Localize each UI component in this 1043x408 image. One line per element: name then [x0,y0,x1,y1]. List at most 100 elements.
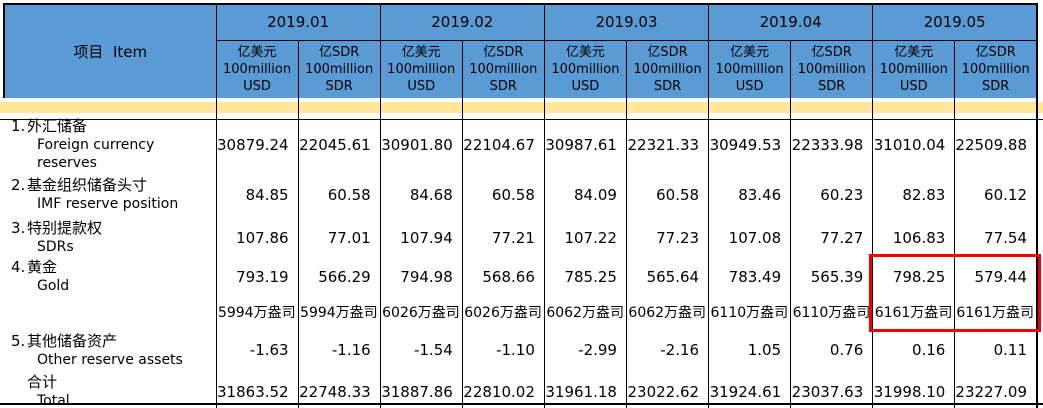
unit-header-sdr: 亿SDR100millionSDR [791,40,873,98]
table-row: 5.其他储备资产Other reserve assets-1.63-1.16-1… [4,328,1037,372]
value-cell: 22333.98 [791,117,873,172]
month-header-2019-05: 2019.05 [873,4,1037,40]
separator-band-cell [544,98,626,117]
gold-ounces-cell: 6062万盎司 [626,295,708,328]
value-cell: 31887.86 [380,372,462,408]
separator-band-cell [791,98,873,117]
value-cell: 22045.61 [298,117,380,172]
value-cell: 60.12 [955,172,1037,217]
unit-header-sdr: 亿SDR100millionSDR [298,40,380,98]
item-label-cell: 合计Total [4,372,216,408]
value-cell: 30949.53 [709,117,791,172]
value-cell: -1.63 [216,328,298,372]
value-cell: 77.27 [791,217,873,258]
value-cell: 60.58 [462,172,544,217]
value-cell: 23037.63 [791,372,873,408]
separator-band-cell [709,98,791,117]
gold-ounces-cell: 6110万盎司 [709,295,791,328]
value-cell: 568.66 [462,258,544,295]
item-label-cell: 2.基金组织储备头寸IMF reserve position [4,172,216,217]
table-row: 4.黄金Gold793.19566.29794.98568.66785.2556… [4,258,1037,295]
separator-band-cell [462,98,544,117]
value-cell: 22321.33 [626,117,708,172]
unit-header-usd: 亿美元100millionUSD [544,40,626,98]
value-cell: 565.64 [626,258,708,295]
value-cell: 0.16 [873,328,955,372]
separator-band-cell [873,98,955,117]
value-cell: 31924.61 [709,372,791,408]
unit-header-sdr: 亿SDR100millionSDR [462,40,544,98]
value-cell: 22810.02 [462,372,544,408]
value-cell: 84.85 [216,172,298,217]
value-cell: 31010.04 [873,117,955,172]
item-label-cell: 1.外汇储备Foreign currency reserves [4,117,216,172]
value-cell: 107.08 [709,217,791,258]
gold-ounces-cell: 6161万盎司 [955,295,1037,328]
value-cell: 30901.80 [380,117,462,172]
month-header-2019-04: 2019.04 [709,4,873,40]
value-cell: 1.05 [709,328,791,372]
separator-band-cell [626,98,708,117]
value-cell: 84.68 [380,172,462,217]
table-row: 3.特别提款权SDRs107.8677.01107.9477.21107.227… [4,217,1037,258]
value-cell: 23227.09 [955,372,1037,408]
table-row: 合计Total31863.5222748.3331887.8622810.023… [4,372,1037,408]
value-cell: 0.76 [791,328,873,372]
month-header-row: 项目 Item 2019.01 2019.02 2019.03 2019.04 … [4,4,1037,40]
value-cell: 566.29 [298,258,380,295]
item-label-cell: 4.黄金Gold [4,258,216,295]
value-cell: 794.98 [380,258,462,295]
separator-band-cell [4,98,216,117]
value-cell: 77.01 [298,217,380,258]
gold-ounces-cell: 5994万盎司 [216,295,298,328]
gold-ounces-cell: 6110万盎司 [791,295,873,328]
value-cell: 579.44 [955,258,1037,295]
month-header-2019-03: 2019.03 [544,4,708,40]
value-cell: 107.94 [380,217,462,258]
value-cell: -1.16 [298,328,380,372]
unit-header-usd: 亿美元100millionUSD [709,40,791,98]
value-cell: 82.83 [873,172,955,217]
value-cell: 23022.62 [626,372,708,408]
value-cell: 60.58 [298,172,380,217]
value-cell: 798.25 [873,258,955,295]
separator-band-cell [955,98,1037,117]
table-row: 2.基金组织储备头寸IMF reserve position84.8560.58… [4,172,1037,217]
gold-ounces-cell: 6161万盎司 [873,295,955,328]
unit-header-sdr: 亿SDR100millionSDR [626,40,708,98]
item-label-cell [4,295,216,328]
gold-ounces-cell: 6026万盎司 [462,295,544,328]
value-cell: 30987.61 [544,117,626,172]
value-cell: 31998.10 [873,372,955,408]
value-cell: 30879.24 [216,117,298,172]
table-subrow: 5994万盎司5994万盎司6026万盎司6026万盎司6062万盎司6062万… [4,295,1037,328]
value-cell: 60.23 [791,172,873,217]
value-cell: 77.21 [462,217,544,258]
item-column-header: 项目 Item [4,4,216,98]
table-row: 1.外汇储备Foreign currency reserves30879.242… [4,117,1037,172]
value-cell: 793.19 [216,258,298,295]
value-cell: 60.58 [626,172,708,217]
value-cell: -2.99 [544,328,626,372]
value-cell: 107.86 [216,217,298,258]
value-cell: 0.11 [955,328,1037,372]
value-cell: 22509.88 [955,117,1037,172]
value-cell: 84.09 [544,172,626,217]
unit-header-usd: 亿美元100millionUSD [380,40,462,98]
gold-ounces-cell: 6026万盎司 [380,295,462,328]
value-cell: 785.25 [544,258,626,295]
month-header-2019-02: 2019.02 [380,4,544,40]
gold-ounces-cell: 6062万盎司 [544,295,626,328]
separator-band-cell [380,98,462,117]
gold-ounces-cell: 5994万盎司 [298,295,380,328]
item-label-cell: 3.特别提款权SDRs [4,217,216,258]
month-header-2019-01: 2019.01 [216,4,380,40]
value-cell: 83.46 [709,172,791,217]
table-body: 1.外汇储备Foreign currency reserves30879.242… [4,117,1037,408]
unit-header-usd: 亿美元100millionUSD [216,40,298,98]
band-row [4,98,1037,117]
reserves-table: 项目 Item 2019.01 2019.02 2019.03 2019.04 … [3,3,1038,408]
separator-band-cell [216,98,298,117]
value-cell: 565.39 [791,258,873,295]
value-cell: 783.49 [709,258,791,295]
